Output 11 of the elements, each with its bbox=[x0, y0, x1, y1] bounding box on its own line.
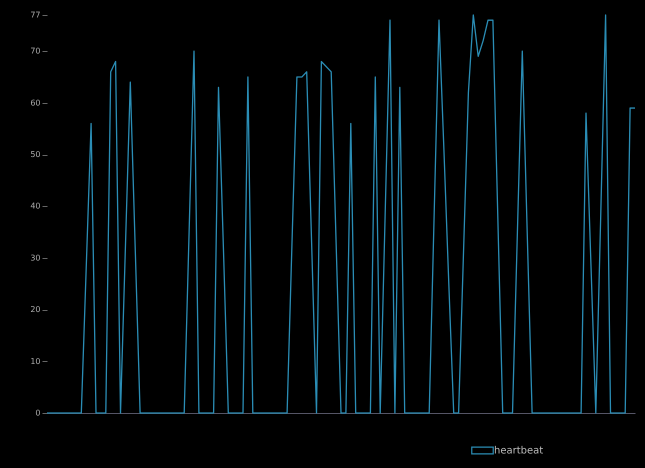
y-tick-label: 40 bbox=[30, 202, 40, 211]
y-tick-label: 50 bbox=[30, 150, 40, 160]
y-tick-label: 0 bbox=[35, 408, 40, 418]
y-tick-label: 20 bbox=[30, 305, 40, 314]
y-tick-label: 10 bbox=[30, 356, 40, 366]
line-series bbox=[46, 14, 636, 414]
y-tick-label: 30 bbox=[30, 253, 40, 262]
y-tick-label: 77 bbox=[30, 10, 40, 20]
legend-label: heartbeat bbox=[494, 446, 544, 456]
y-tick-label: 60 bbox=[30, 98, 40, 108]
y-tick-label: 70 bbox=[30, 46, 40, 56]
